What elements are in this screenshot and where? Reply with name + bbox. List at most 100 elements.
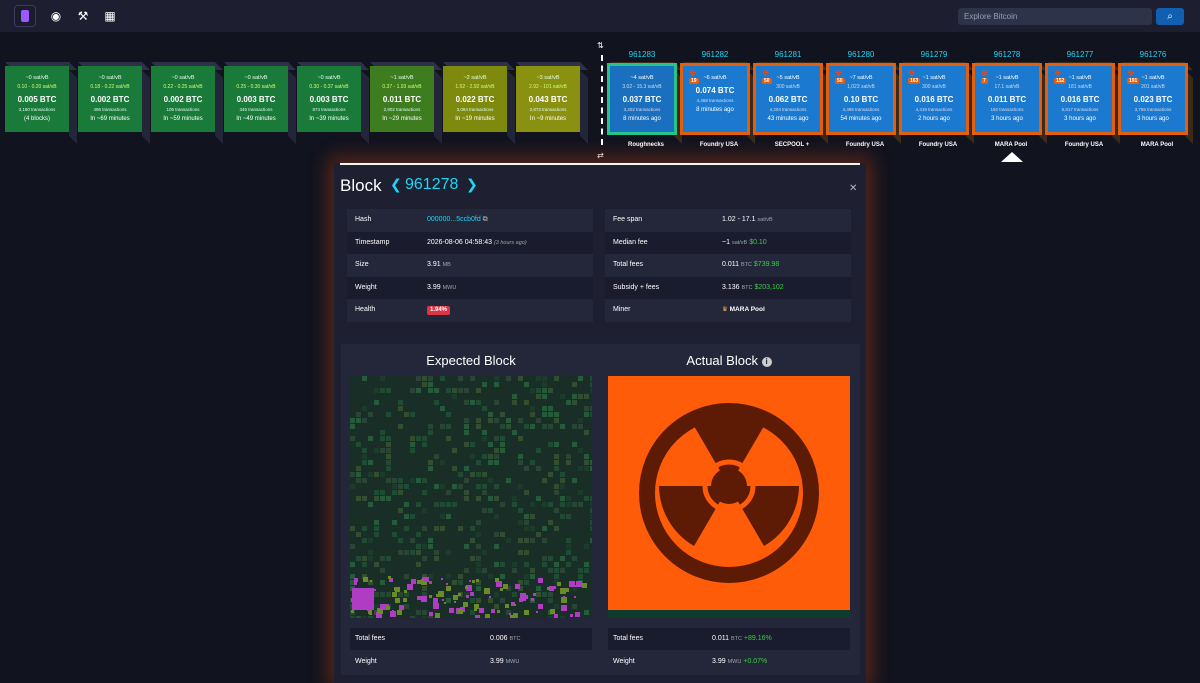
mempool-block-fee: ~0 sat/vB [317, 75, 341, 81]
miner-value[interactable]: ♛ MARA Pool [722, 306, 765, 313]
median-fee-value: ~1 sat/vB $0.10 [722, 238, 767, 246]
app-logo[interactable] [14, 5, 36, 27]
radiation-icon: ☢ [835, 69, 843, 78]
mempool-block-eta: (4 blocks) [23, 116, 50, 122]
mempool-block-range: 2.92 - 101 sat/vB [529, 84, 567, 90]
actual-block-visual[interactable] [608, 376, 850, 610]
mempool-block-eta: In ~39 minutes [309, 116, 349, 122]
block-pool-name[interactable]: Foundry USA [699, 142, 739, 148]
page-title: Block [340, 176, 382, 195]
weight-value: 3.99 MWU [427, 283, 457, 291]
radiation-icon [639, 403, 819, 583]
expected-block-title: Expected Block [426, 353, 516, 368]
mempool-block-btc: 0.003 BTC [309, 95, 349, 104]
subsidy-fees-label: Subsidy + fees [613, 283, 660, 291]
block-height-link[interactable]: 961282 [701, 50, 729, 59]
block-info-left: Hash 000000...5ccb0fd ⧉ Timestamp 2026-08-… [347, 209, 593, 322]
mined-block[interactable]: 50 ☢ ~7 sat/vB 1,023 sat/vB 0.10 BTC 4,49… [829, 62, 901, 144]
search-input[interactable]: Explore Bitcoin [958, 8, 1152, 25]
mempool-block[interactable]: ~0 sat/vB 0.18 - 0.22 sat/vB 0.002 BTC 4… [78, 62, 150, 144]
mined-block[interactable]: 163 ☢ ~1 sat/vB 300 sat/vB 0.016 BTC 4,41… [902, 62, 974, 144]
mined-block[interactable]: 152 ☢ ~1 sat/vB 181 sat/vB 0.016 BTC 5,81… [1048, 62, 1120, 144]
mempool-block[interactable]: ~1 sat/vB 0.37 - 1.93 sat/vB 0.011 BTC 2… [370, 62, 442, 144]
block-pool-name[interactable]: MARA Pool [1140, 142, 1174, 148]
mempool-block-btc: 0.005 BTC [17, 95, 57, 104]
mempool-block[interactable]: ~2 sat/vB 1.92 - 2.92 sat/vB 0.022 BTC 3… [443, 62, 515, 144]
mined-block[interactable]: 50 ☢ ~5 sat/vB 300 sat/vB 0.062 BTC 4,204… [756, 62, 828, 144]
mempool-block-btc: 0.043 BTC [528, 95, 568, 104]
block-warning-badge: 50 [835, 78, 845, 84]
block-height-link[interactable]: 961283 [628, 50, 656, 59]
block-height-link[interactable]: 961281 [774, 50, 802, 59]
fee-span-value: 1.02 - 17.1 sat/vB [722, 216, 773, 223]
next-block-icon[interactable]: ❯ [466, 176, 478, 192]
block-pool-name[interactable]: Roughnecks [627, 142, 664, 148]
mempool-block[interactable]: ~0 sat/vB 0.30 - 0.37 sat/vB 0.003 BTC 8… [297, 62, 369, 144]
dashboard-icon[interactable]: ◉ [50, 9, 62, 23]
median-fee-row: Median fee ~1 sat/vB $0.10 [605, 232, 851, 255]
mempool-blockchain-divider [601, 55, 603, 145]
subsidy-fees-value: 3.136 BTC $203,102 [722, 283, 784, 291]
block-pool-name[interactable]: Foundry USA [845, 142, 885, 148]
mempool-block[interactable]: ~0 sat/vB 0.22 - 0.25 sat/vB 0.002 BTC 1… [151, 62, 223, 144]
radiation-icon: ☢ [1054, 69, 1062, 78]
search-icon: ⌕ [1167, 11, 1173, 22]
mempool-block-tx: 346 transactions [239, 107, 273, 112]
block-height: 961278 [405, 176, 459, 193]
block-height-link[interactable]: 961277 [1066, 50, 1094, 59]
mempool-block-tx: 496 transactions [93, 107, 127, 112]
block-pool-name[interactable]: SECPOOL + [774, 142, 810, 148]
mined-block[interactable]: 191 ☢ ~1 sat/vB 201 sat/vB 0.023 BTC 3,75… [1121, 62, 1193, 144]
mempool-block-tx: 3,180 transactions [18, 107, 56, 112]
block-pool-name[interactable]: Foundry USA [918, 142, 958, 148]
mempool-block-range: 0.30 - 0.37 sat/vB [309, 84, 349, 90]
timestamp-value: 2026-08-06 04:58:43 (3 hours ago) [427, 238, 527, 246]
fee-span-label: Fee span [613, 216, 643, 223]
weight-row: Weight 3.99 MWU [347, 277, 593, 300]
block-warning-badge: 19 [689, 78, 699, 84]
mempool-block[interactable]: ~0 sat/vB 0.10 - 0.20 sat/vB 0.005 BTC 3… [5, 62, 77, 144]
mempool-block-eta: In ~69 minutes [90, 116, 130, 122]
copy-icon[interactable]: ⧉ [482, 216, 488, 223]
expected-block-treemap[interactable] [350, 376, 592, 618]
top-nav: ◉ ⚒ ▦ Explore Bitcoin ⌕ [0, 0, 1200, 32]
mempool-block-eta: In ~29 minutes [382, 116, 422, 122]
actual-weight-row: Weight 3.99 MWU +0.07% [613, 658, 768, 665]
mining-icon[interactable]: ⚒ [77, 9, 89, 23]
hash-row: Hash 000000...5ccb0fd ⧉ [347, 209, 593, 232]
swap-arrows-icon[interactable]: ⇄ [597, 151, 604, 160]
selected-block-marker [1001, 152, 1023, 162]
mempool-block[interactable]: ~3 sat/vB 2.92 - 101 sat/vB 0.043 BTC 2,… [516, 62, 588, 144]
mempool-block-eta: In ~59 minutes [163, 116, 203, 122]
block-pool-name[interactable]: MARA Pool [994, 142, 1028, 148]
block-height-link[interactable]: 961280 [847, 50, 875, 59]
mempool-block-range: 0.18 - 0.22 sat/vB [90, 84, 130, 90]
hash-value[interactable]: 000000...5ccb0fd ⧉ [427, 216, 488, 223]
mempool-block-eta: In ~19 minutes [455, 116, 495, 122]
info-icon[interactable]: i [761, 357, 772, 367]
mempool-block-fee: ~2 sat/vB [463, 75, 487, 81]
radiation-icon: ☢ [981, 69, 989, 78]
block-height-link[interactable]: 961278 [993, 50, 1021, 59]
block-height-link[interactable]: 961276 [1139, 50, 1167, 59]
weight-label: Weight [355, 283, 377, 291]
swap-icon[interactable]: ⇅ [597, 41, 604, 50]
prev-block-icon[interactable]: ❮ [390, 176, 402, 192]
mined-block[interactable]: 7 ☢ ~1 sat/vB 17.1 sat/vB 0.011 BTC 192 t… [975, 62, 1047, 144]
block-pool-name[interactable]: Foundry USA [1064, 142, 1104, 148]
close-icon[interactable]: ✕ [849, 183, 858, 194]
mempool-block-fee: ~3 sat/vB [536, 75, 560, 81]
actual-block-title: Actual Block i [608, 353, 850, 368]
mempool-block-fee: ~0 sat/vB [25, 75, 49, 81]
mined-block[interactable]: 19 ☢ ~6 sat/vB 0.074 BTC 4,468 transactio… [683, 62, 755, 144]
block-warning-badge: 7 [981, 78, 988, 84]
mempool-block[interactable]: ~0 sat/vB 0.25 - 0.30 sat/vB 0.003 BTC 3… [224, 62, 296, 144]
expected-weight-row: Weight 3.99 MWU [355, 658, 520, 665]
mined-block[interactable]: ~4 sat/vB 3.02 - 15.3 sat/vB 0.037 BTC 3… [610, 62, 682, 144]
miner-label: Miner [613, 306, 631, 313]
block-height-link[interactable]: 961279 [920, 50, 948, 59]
search-button[interactable]: ⌕ [1156, 8, 1184, 25]
graphs-icon[interactable]: ▦ [104, 9, 116, 23]
hash-label: Hash [355, 216, 372, 223]
mempool-block-eta: In ~9 minutes [529, 116, 567, 122]
